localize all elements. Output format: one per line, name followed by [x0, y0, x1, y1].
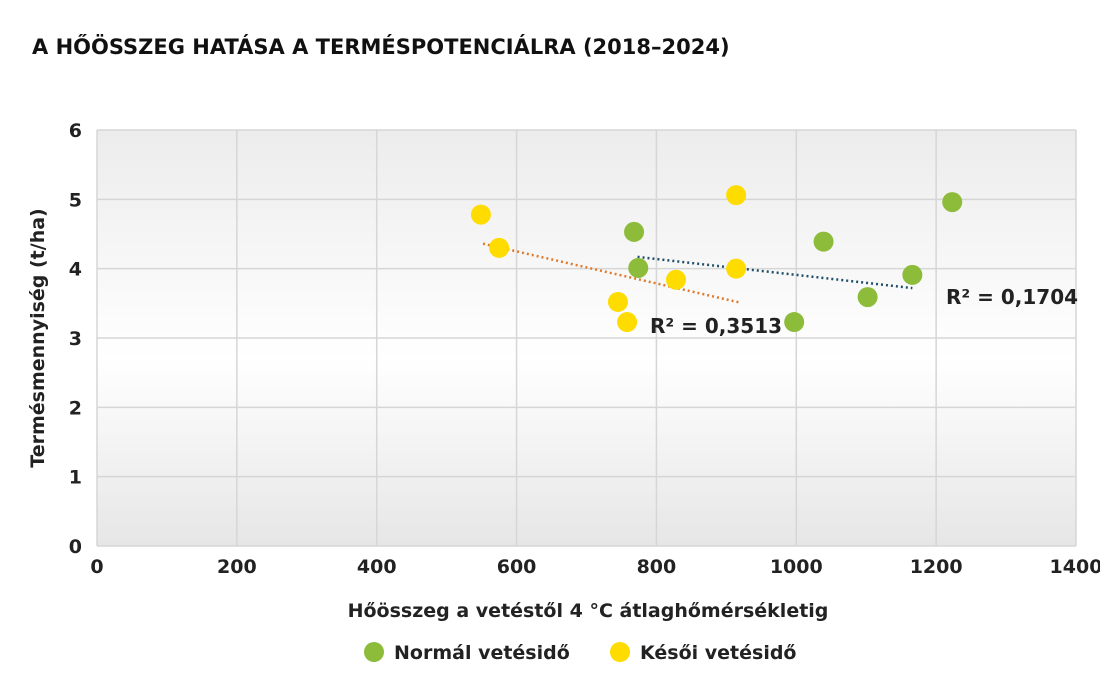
r2-label-normal: R² = 0,1704 — [946, 285, 1078, 309]
trendline-normal — [637, 255, 913, 290]
y-axis-ticks: 0 1 2 3 4 5 6 — [69, 120, 82, 558]
data-point-normal — [857, 287, 878, 308]
y-tick-label: 5 — [69, 189, 82, 211]
x-tick-label: 1400 — [1050, 556, 1100, 578]
legend-marker-normal — [364, 642, 384, 662]
y-tick-label: 6 — [69, 120, 82, 142]
data-point-kesoi — [470, 204, 491, 225]
x-tick-label: 1000 — [770, 556, 823, 578]
data-points — [470, 185, 963, 333]
y-axis-label: Termésmennyiség (t/ha) — [27, 208, 49, 467]
data-point-kesoi — [726, 258, 747, 279]
chart-title: A HŐÖSSZEG HATÁSA A TERMÉSPOTENCIÁLRA (2… — [32, 34, 730, 59]
y-tick-label: 1 — [69, 467, 82, 489]
y-tick-label: 0 — [69, 536, 82, 558]
legend-marker-kesoi — [610, 642, 630, 662]
data-point-kesoi — [617, 312, 638, 333]
data-point-normal — [784, 312, 805, 333]
data-point-kesoi — [489, 237, 510, 258]
gridlines — [96, 129, 1077, 547]
r2-label-kesoi: R² = 0,3513 — [650, 314, 782, 338]
data-point-kesoi — [607, 291, 628, 312]
x-axis-ticks: 0 200 400 600 800 1000 1200 1400 — [90, 556, 1100, 578]
y-tick-label: 2 — [69, 397, 82, 419]
y-tick-label: 4 — [69, 259, 82, 281]
x-tick-label: 400 — [357, 556, 397, 578]
legend: Normál vetésidő Késői vetésidő — [364, 642, 796, 664]
legend-label-normal: Normál vetésidő — [394, 642, 570, 664]
data-point-normal — [902, 264, 923, 285]
x-axis-label: Hőösszeg a vetéstől 4 °C átlaghőmérsékle… — [348, 600, 829, 622]
y-tick-label: 3 — [69, 328, 82, 350]
data-point-normal — [942, 192, 963, 213]
x-tick-label: 0 — [90, 556, 103, 578]
legend-label-kesoi: Késői vetésidő — [640, 642, 796, 664]
trendlines — [482, 242, 913, 304]
data-point-normal — [628, 257, 649, 278]
data-point-normal — [624, 221, 645, 242]
x-tick-label: 200 — [217, 556, 257, 578]
data-point-kesoi — [726, 185, 747, 206]
data-point-normal — [813, 231, 834, 252]
x-tick-label: 1200 — [910, 556, 963, 578]
x-tick-label: 600 — [497, 556, 537, 578]
trendline-kesoi — [482, 242, 741, 304]
data-point-kesoi — [666, 269, 687, 290]
x-tick-label: 800 — [637, 556, 677, 578]
